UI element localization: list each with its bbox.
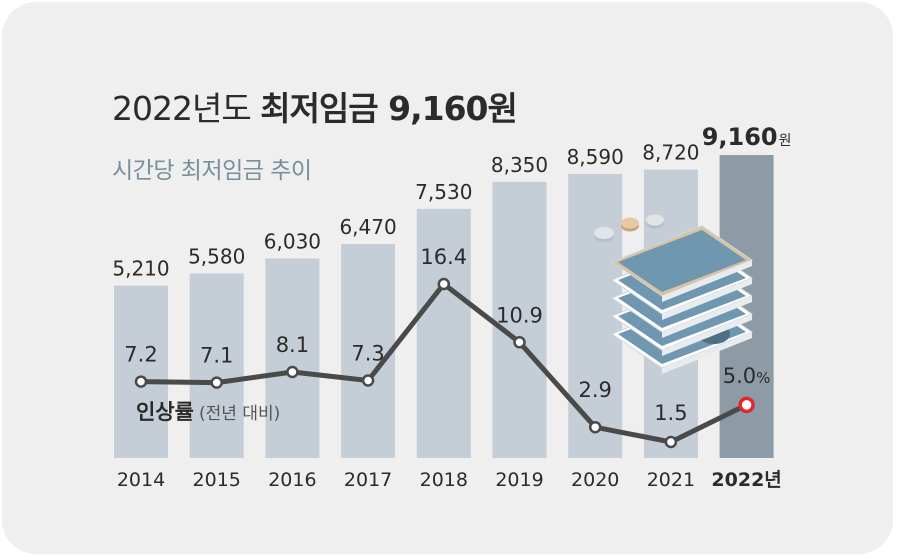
banknote-edge	[662, 296, 752, 338]
bar-value-label: 8,590	[567, 145, 624, 169]
rate-point	[210, 376, 223, 389]
bar-value-unit: 원	[779, 133, 792, 149]
rate-point	[437, 277, 451, 291]
money-illustration	[594, 214, 754, 374]
rate-value-label: 16.4	[420, 245, 467, 269]
bar-value-label: 5,210	[112, 257, 169, 281]
bar-2016	[265, 258, 320, 458]
bar-2019	[492, 181, 547, 459]
x-axis-labels: 2014 2015 2016 2017 2018 2019 2020 2021 2022년	[117, 469, 782, 491]
x-tick-label: 2022년	[711, 469, 781, 491]
x-tick-label: 2015	[193, 469, 241, 491]
banknote-edge	[662, 260, 752, 302]
coins-icon	[594, 214, 664, 242]
bar-2018	[416, 208, 471, 458]
banknote-edge	[662, 332, 752, 374]
title-year: 2022년도	[112, 89, 252, 128]
x-tick-label: 2020	[571, 469, 619, 491]
rate-point	[361, 374, 375, 387]
banknote	[610, 225, 754, 302]
bar-value-label: 5,580	[188, 244, 245, 268]
title-wage: 최저임금 9,160원	[260, 89, 518, 128]
rate-value-label: 10.9	[496, 303, 543, 327]
rate-value-label: 2.9	[578, 378, 611, 402]
x-tick-label: 2018	[420, 469, 468, 491]
rate-value-label: 1.5	[654, 401, 687, 425]
x-tick-label: 2016	[268, 469, 316, 491]
bar-value-label: 6,470	[339, 215, 396, 239]
x-tick-label: 2014	[117, 469, 165, 491]
growth-rate-line: 7.2 7.1 8.1 7.316.410.92.91.55.0%	[124, 245, 770, 449]
line-legend-sublabel: (전년 대비)	[199, 404, 280, 424]
x-tick-label: 2017	[344, 469, 392, 491]
banknote-edge	[662, 278, 752, 320]
bar-value-label: 9,160원	[702, 123, 792, 151]
bar-value-label: 8,720	[642, 141, 699, 165]
chart-subtitle: 시간당 최저임금 추이	[112, 158, 312, 184]
bar-value-label: 7,530	[415, 180, 472, 204]
rate-value-label: 7.2	[124, 343, 157, 367]
bar-2015	[189, 273, 244, 458]
line-legend: 인상률 (전년 대비)	[136, 400, 280, 424]
rate-value-label: 7.1	[200, 344, 233, 368]
rate-point	[286, 365, 299, 379]
bar-value-label: 8,350	[491, 153, 548, 177]
chart-title: 2022년도 최저임금 9,160원	[112, 82, 518, 130]
line-legend-label: 인상률	[136, 400, 194, 424]
rate-point	[588, 420, 602, 434]
bar-value-labels: 5,210 5,580 6,030 6,470 7,530 8,350 8,590 8,720…	[112, 123, 791, 281]
rate-point	[738, 396, 755, 414]
bar-value-label: 6,030	[264, 230, 321, 254]
x-tick-label: 2021	[647, 469, 695, 491]
x-tick-label: 2019	[495, 469, 543, 491]
bar-2017	[341, 244, 396, 458]
banknote-print	[618, 230, 746, 292]
rate-point	[664, 435, 678, 449]
banknotes-icon	[610, 225, 754, 374]
rate-value-label: 7.3	[351, 342, 384, 366]
rate-value-unit: %	[756, 369, 770, 387]
banknote-edge	[662, 314, 752, 356]
rate-point	[513, 336, 526, 349]
rate-point	[134, 375, 148, 388]
bar-2014	[114, 285, 168, 458]
rate-value-label: 8.1	[276, 333, 309, 357]
